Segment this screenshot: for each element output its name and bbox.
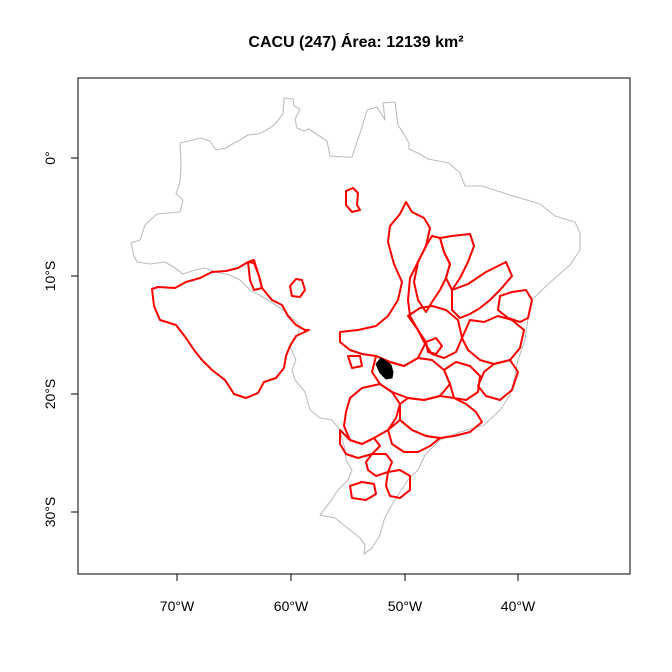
basin-main-tocantins xyxy=(339,201,431,367)
basin-east-4 xyxy=(497,289,533,323)
highlight-basin xyxy=(375,357,394,380)
basin-west-small xyxy=(247,259,263,291)
basin-center-3 xyxy=(443,361,481,401)
x-tick-label: 70°W xyxy=(160,598,195,614)
map-title: CACU (247) Área: 12139 km² xyxy=(248,32,463,51)
x-tick-label: 40°W xyxy=(501,598,536,614)
basin-south-5 xyxy=(365,453,393,477)
y-tick-label: 20°S xyxy=(42,379,58,410)
basin-west-small-2 xyxy=(289,278,306,298)
basin-south-4 xyxy=(339,429,381,459)
y-axis xyxy=(71,157,79,513)
basin-amazon-west xyxy=(151,261,310,399)
basin-east-3 xyxy=(451,261,513,319)
y-tick-label: 30°S xyxy=(42,497,58,528)
basin-center-1 xyxy=(407,305,463,359)
basin-south-2 xyxy=(399,395,483,439)
x-tick-label: 60°W xyxy=(274,598,309,614)
basin-small-b xyxy=(425,337,443,355)
basin-small-a xyxy=(347,355,363,369)
basin-outlines xyxy=(151,187,533,501)
basin-north-islet xyxy=(345,187,361,213)
x-tick-label: 50°W xyxy=(388,598,423,614)
brazil-outline xyxy=(130,97,581,555)
basin-south-1 xyxy=(343,383,401,445)
basin-east-6 xyxy=(477,359,519,401)
basin-east-2 xyxy=(439,233,475,291)
basin-east-5 xyxy=(461,315,525,365)
basin-east-1 xyxy=(413,235,451,313)
basin-south-7 xyxy=(349,481,377,501)
y-tick-label: 0° xyxy=(42,151,58,164)
basin-south-6 xyxy=(385,469,411,499)
x-axis xyxy=(176,573,519,581)
y-tick-label: 10°S xyxy=(42,261,58,292)
basin-south-3 xyxy=(387,419,441,453)
